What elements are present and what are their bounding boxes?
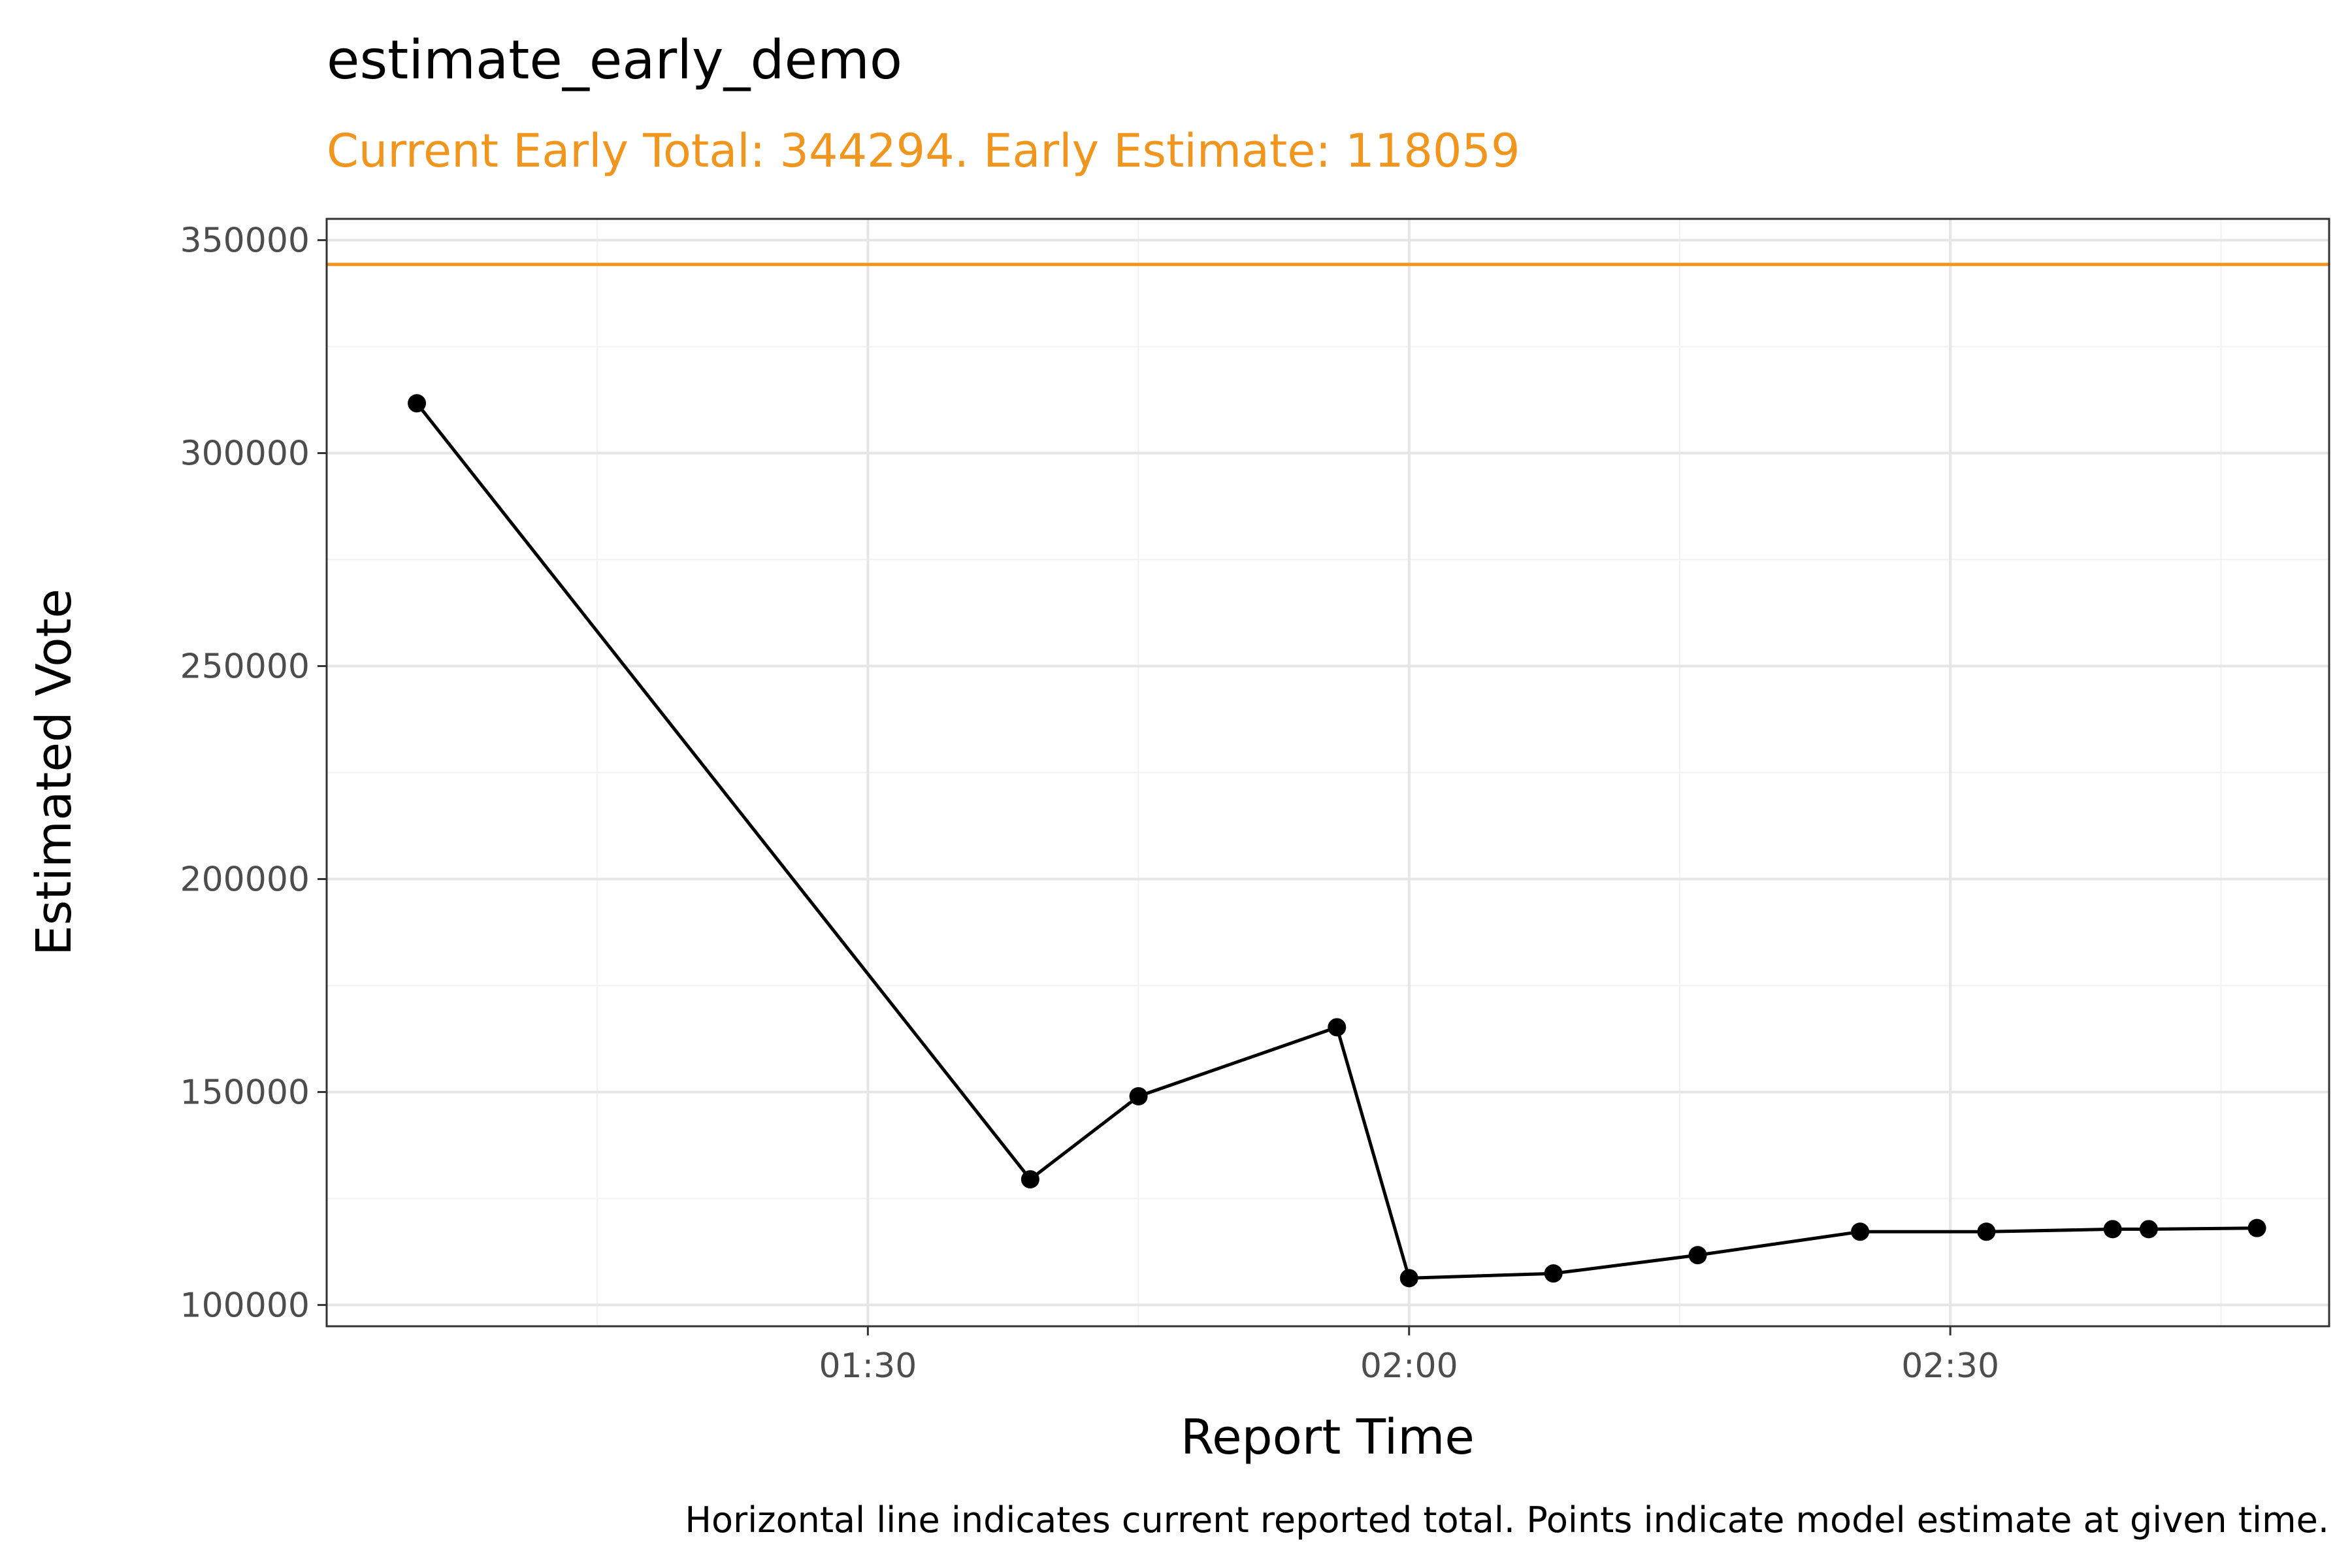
panel-border [325, 218, 2330, 1328]
data-point [1851, 1222, 1870, 1241]
y-tick-label: 100000 [180, 1286, 310, 1325]
data-point [1544, 1264, 1563, 1283]
x-tick-label: 01:30 [819, 1347, 917, 1386]
data-point [2103, 1220, 2122, 1239]
chart-caption: Horizontal line indicates current report… [685, 1499, 2329, 1541]
y-tick-label: 250000 [180, 647, 310, 687]
chart-subtitle: Current Early Total: 344294. Early Estim… [327, 124, 1520, 178]
data-point [2247, 1218, 2266, 1237]
y-tick-label: 350000 [180, 221, 310, 261]
y-axis-title: Estimated Vote [26, 589, 82, 956]
data-point [1021, 1170, 1039, 1189]
y-tick-label: 300000 [180, 434, 310, 474]
data-point [1688, 1246, 1707, 1265]
data-point [1977, 1222, 1996, 1241]
x-tick-label: 02:00 [1360, 1347, 1458, 1386]
data-point [2139, 1220, 2158, 1239]
chart-title: estimate_early_demo [327, 29, 902, 91]
y-tick-label: 200000 [180, 860, 310, 899]
y-tick-label: 150000 [180, 1073, 310, 1112]
series-layer [408, 394, 2266, 1288]
data-point [1129, 1086, 1148, 1105]
data-point [1328, 1018, 1347, 1037]
grid [327, 219, 2329, 1326]
x-axis-title: Report Time [1181, 1409, 1475, 1465]
data-point [1399, 1269, 1418, 1288]
axes: 100000 150000 200000 250000 300000 350000 01:3… [180, 221, 1999, 1386]
x-tick-label: 02:30 [1901, 1347, 1999, 1386]
data-point [408, 394, 427, 413]
